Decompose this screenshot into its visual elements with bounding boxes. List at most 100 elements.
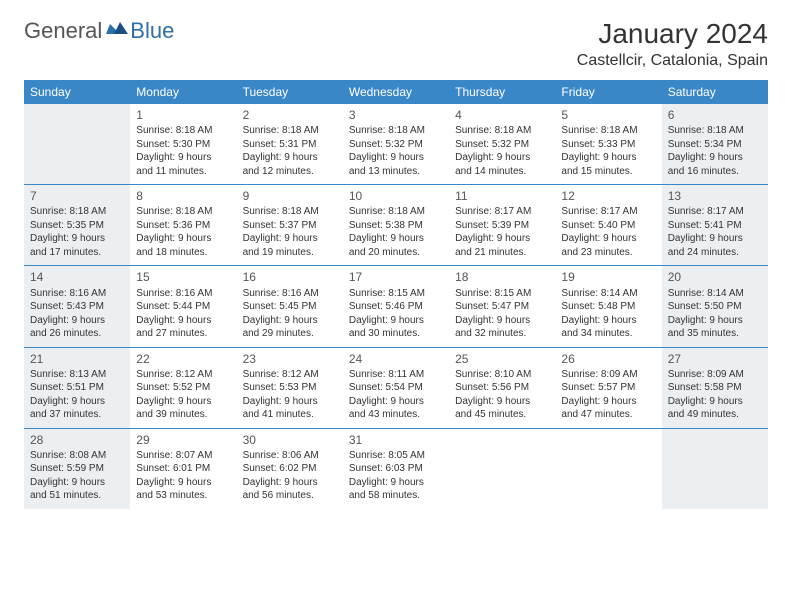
sunrise-line: Sunrise: 8:18 AM (136, 124, 230, 138)
daylight-line: Daylight: 9 hours and 20 minutes. (349, 232, 443, 259)
day-header: Saturday (662, 80, 768, 104)
calendar-cell: 28Sunrise: 8:08 AMSunset: 5:59 PMDayligh… (24, 428, 130, 509)
logo: General Blue (24, 18, 174, 44)
sunset-line: Sunset: 5:40 PM (561, 219, 655, 233)
sunset-line: Sunset: 5:38 PM (349, 219, 443, 233)
sunrise-line: Sunrise: 8:15 AM (349, 287, 443, 301)
calendar-row: 14Sunrise: 8:16 AMSunset: 5:43 PMDayligh… (24, 266, 768, 347)
sunrise-line: Sunrise: 8:15 AM (455, 287, 549, 301)
sunrise-line: Sunrise: 8:16 AM (243, 287, 337, 301)
calendar-cell: 27Sunrise: 8:09 AMSunset: 5:58 PMDayligh… (662, 347, 768, 428)
sunset-line: Sunset: 6:02 PM (243, 462, 337, 476)
sunrise-line: Sunrise: 8:17 AM (668, 205, 762, 219)
sunset-line: Sunset: 5:57 PM (561, 381, 655, 395)
sunset-line: Sunset: 5:47 PM (455, 300, 549, 314)
calendar-cell: 2Sunrise: 8:18 AMSunset: 5:31 PMDaylight… (237, 104, 343, 185)
sunrise-line: Sunrise: 8:16 AM (136, 287, 230, 301)
daylight-line: Daylight: 9 hours and 56 minutes. (243, 476, 337, 503)
day-number: 6 (668, 107, 762, 123)
daylight-line: Daylight: 9 hours and 47 minutes. (561, 395, 655, 422)
day-number: 19 (561, 269, 655, 285)
daylight-line: Daylight: 9 hours and 51 minutes. (30, 476, 124, 503)
calendar-cell: 30Sunrise: 8:06 AMSunset: 6:02 PMDayligh… (237, 428, 343, 509)
calendar-row: 1Sunrise: 8:18 AMSunset: 5:30 PMDaylight… (24, 104, 768, 185)
day-header: Tuesday (237, 80, 343, 104)
logo-flag-icon (106, 20, 128, 43)
daylight-line: Daylight: 9 hours and 41 minutes. (243, 395, 337, 422)
sunrise-line: Sunrise: 8:12 AM (136, 368, 230, 382)
day-number: 28 (30, 432, 124, 448)
calendar-cell (24, 104, 130, 185)
calendar-cell: 8Sunrise: 8:18 AMSunset: 5:36 PMDaylight… (130, 185, 236, 266)
title-block: January 2024 Castellcir, Catalonia, Spai… (577, 18, 768, 70)
day-number: 18 (455, 269, 549, 285)
sunrise-line: Sunrise: 8:17 AM (561, 205, 655, 219)
sunrise-line: Sunrise: 8:07 AM (136, 449, 230, 463)
sunset-line: Sunset: 6:03 PM (349, 462, 443, 476)
sunrise-line: Sunrise: 8:18 AM (30, 205, 124, 219)
day-number: 14 (30, 269, 124, 285)
calendar-cell (449, 428, 555, 509)
sunrise-line: Sunrise: 8:11 AM (349, 368, 443, 382)
sunset-line: Sunset: 5:54 PM (349, 381, 443, 395)
daylight-line: Daylight: 9 hours and 21 minutes. (455, 232, 549, 259)
sunset-line: Sunset: 5:37 PM (243, 219, 337, 233)
day-number: 2 (243, 107, 337, 123)
sunset-line: Sunset: 5:32 PM (455, 138, 549, 152)
calendar-cell: 17 Sunrise: 8:15 AMSunset: 5:46 PMDayligh… (343, 266, 449, 347)
sunrise-line: Sunrise: 8:18 AM (243, 205, 337, 219)
logo-word-2: Blue (130, 18, 174, 44)
day-header: Wednesday (343, 80, 449, 104)
sunset-line: Sunset: 5:46 PM (349, 300, 443, 314)
day-header-row: Sunday Monday Tuesday Wednesday Thursday… (24, 80, 768, 104)
calendar-cell: 18 Sunrise: 8:15 AMSunset: 5:47 PMDayligh… (449, 266, 555, 347)
header: General Blue January 2024 Castellcir, Ca… (24, 18, 768, 70)
sunset-line: Sunset: 5:33 PM (561, 138, 655, 152)
daylight-line: Daylight: 9 hours and 17 minutes. (30, 232, 124, 259)
calendar-cell: 31Sunrise: 8:05 AMSunset: 6:03 PMDayligh… (343, 428, 449, 509)
day-header: Friday (555, 80, 661, 104)
calendar-cell: 20Sunrise: 8:14 AMSunset: 5:50 PMDayligh… (662, 266, 768, 347)
sunrise-line: Sunrise: 8:14 AM (561, 287, 655, 301)
sunrise-line: Sunrise: 8:06 AM (243, 449, 337, 463)
daylight-line: Daylight: 9 hours and 24 minutes. (668, 232, 762, 259)
calendar-cell: 4Sunrise: 8:18 AMSunset: 5:32 PMDaylight… (449, 104, 555, 185)
day-number: 9 (243, 188, 337, 204)
sunrise-line: Sunrise: 8:09 AM (668, 368, 762, 382)
daylight-line: Daylight: 9 hours and 32 minutes. (455, 314, 549, 341)
sunrise-line: Sunrise: 8:13 AM (30, 368, 124, 382)
day-number: 23 (243, 351, 337, 367)
day-number: 17 (349, 269, 443, 285)
daylight-line: Daylight: 9 hours and 35 minutes. (668, 314, 762, 341)
calendar-cell: 26Sunrise: 8:09 AMSunset: 5:57 PMDayligh… (555, 347, 661, 428)
daylight-line: Daylight: 9 hours and 26 minutes. (30, 314, 124, 341)
day-number: 11 (455, 188, 549, 204)
calendar-cell: 22Sunrise: 8:12 AMSunset: 5:52 PMDayligh… (130, 347, 236, 428)
sunrise-line: Sunrise: 8:12 AM (243, 368, 337, 382)
day-header: Sunday (24, 80, 130, 104)
sunrise-line: Sunrise: 8:18 AM (455, 124, 549, 138)
calendar-cell: 29Sunrise: 8:07 AMSunset: 6:01 PMDayligh… (130, 428, 236, 509)
daylight-line: Daylight: 9 hours and 23 minutes. (561, 232, 655, 259)
calendar-cell: 5Sunrise: 8:18 AMSunset: 5:33 PMDaylight… (555, 104, 661, 185)
sunset-line: Sunset: 5:31 PM (243, 138, 337, 152)
calendar-cell: 23Sunrise: 8:12 AMSunset: 5:53 PMDayligh… (237, 347, 343, 428)
daylight-line: Daylight: 9 hours and 30 minutes. (349, 314, 443, 341)
sunset-line: Sunset: 5:45 PM (243, 300, 337, 314)
page-title: January 2024 (577, 18, 768, 50)
daylight-line: Daylight: 9 hours and 37 minutes. (30, 395, 124, 422)
day-number: 21 (30, 351, 124, 367)
day-number: 3 (349, 107, 443, 123)
daylight-line: Daylight: 9 hours and 53 minutes. (136, 476, 230, 503)
calendar-cell: 11Sunrise: 8:17 AMSunset: 5:39 PMDayligh… (449, 185, 555, 266)
sunset-line: Sunset: 5:32 PM (349, 138, 443, 152)
calendar-cell: 19Sunrise: 8:14 AMSunset: 5:48 PMDayligh… (555, 266, 661, 347)
calendar-cell: 13Sunrise: 8:17 AMSunset: 5:41 PMDayligh… (662, 185, 768, 266)
daylight-line: Daylight: 9 hours and 45 minutes. (455, 395, 549, 422)
day-number: 29 (136, 432, 230, 448)
calendar-cell: 24Sunrise: 8:11 AMSunset: 5:54 PMDayligh… (343, 347, 449, 428)
calendar-table: Sunday Monday Tuesday Wednesday Thursday… (24, 80, 768, 509)
day-number: 30 (243, 432, 337, 448)
sunrise-line: Sunrise: 8:18 AM (243, 124, 337, 138)
sunrise-line: Sunrise: 8:08 AM (30, 449, 124, 463)
